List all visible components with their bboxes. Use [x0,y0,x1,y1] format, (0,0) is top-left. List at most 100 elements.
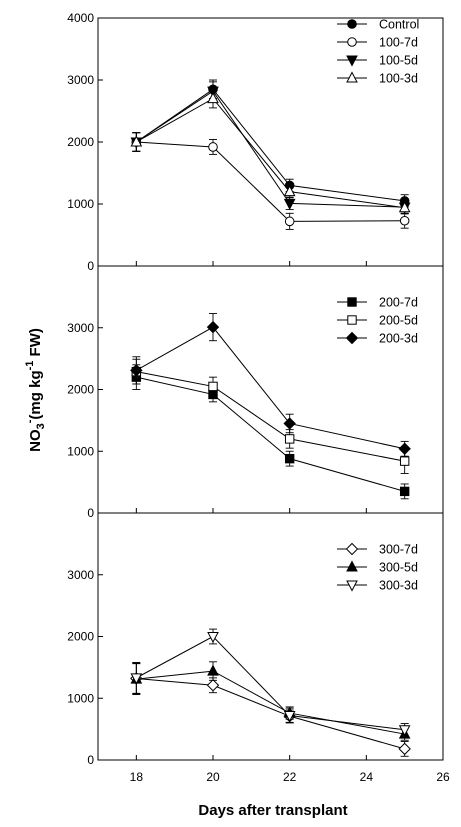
legend-entry: 200-5d [337,314,418,328]
legend-marker [345,542,359,556]
legend-label: 100-5d [379,54,418,68]
series-300-7d [130,662,411,757]
legend-label: 200-3d [379,332,418,346]
x-tick-label: 20 [206,770,220,784]
x-axis-title: Days after transplant [198,802,347,819]
legend-label: 200-7d [379,296,418,310]
legend-marker [345,331,359,345]
data-point [284,434,295,444]
data-point [130,673,143,685]
legend-entry: Control [337,18,419,32]
data-point [398,742,411,756]
legend-marker [347,315,357,325]
legend-entry: 100-3d [337,71,418,86]
y-tick-label: 4000 [67,11,94,25]
data-point [207,92,219,104]
series-line [136,635,405,731]
legend-label: 300-3d [379,579,418,593]
y-tick-label: 3000 [67,568,94,582]
series-line [136,677,405,750]
data-point [398,442,411,455]
series-Control [131,79,410,208]
y-tick-label: 1000 [67,444,94,458]
series-100-3d [130,88,411,215]
x-tick-label: 18 [130,770,144,784]
panel-3: 0 1000 2000 3000 18 20 22 24 26 300-7d 300-5d 300-3… [67,512,450,784]
legend-label: 300-5d [379,561,418,575]
data-point [283,185,296,197]
data-point [399,456,410,466]
legend-marker [347,297,357,307]
data-point [130,135,143,147]
series-line [136,90,405,208]
legend-marker [347,19,357,29]
y-title-sub: 3 [35,423,47,429]
series-line [136,670,405,735]
series-line [136,376,405,492]
series-300-3d [130,628,411,737]
series-100-7d [131,132,410,230]
data-point [283,198,296,210]
legend-entry: 300-3d [337,579,418,593]
series-line [136,97,405,209]
panel-2: 0 1000 2000 3000 200-7d 200-5d 200-3d [67,265,444,520]
data-point [398,725,411,737]
legend-entry: 100-7d [337,36,418,50]
legend-marker [346,560,358,572]
data-point [284,453,295,464]
y-tick-label: 2000 [67,135,94,149]
data-point [206,320,220,334]
data-point [283,417,296,430]
legend-entry: 200-7d [337,296,418,310]
series-line [136,326,405,450]
x-tick-label: 26 [436,770,450,784]
legend-entry: 300-7d [337,543,418,557]
legend-label: 200-5d [379,314,418,328]
legend-marker [346,55,358,67]
legend-entry: 200-3d [337,332,418,346]
y-title-sup: -1 [24,361,36,371]
series-200-3d [130,313,411,457]
data-point [130,364,143,377]
y-axis-title: NO3-(mg kg-1 FW) [24,328,47,452]
legend-marker [346,580,358,592]
series-200-5d [131,358,410,474]
legend-marker [347,37,357,47]
legend-entry: 300-5d [337,560,418,575]
series-100-5d [130,81,411,214]
y-tick-label: 0 [87,753,94,767]
legend-entry: 100-5d [337,54,418,68]
data-point [206,679,220,692]
y-title-paren: (mg kg [27,370,44,419]
data-point [399,215,410,226]
y-tick-label: 2000 [67,630,94,644]
y-title-main: NO [27,429,44,452]
legend-label: 300-7d [379,543,418,557]
y-tick-label: 2000 [67,383,94,397]
data-point [398,201,411,213]
legend-label: Control [379,18,419,32]
y-tick-label: 1000 [67,691,94,705]
x-tick-label: 22 [283,770,297,784]
y-tick-label: 0 [87,506,94,520]
legend-label: 100-3d [379,72,418,86]
y-tick-label: 1000 [67,197,94,211]
y-tick-label: 3000 [67,321,94,335]
data-point [284,216,295,227]
x-tick-label: 24 [360,770,374,784]
data-point [283,711,296,723]
series-200-7d [131,364,410,500]
data-point [399,486,410,497]
y-tick-label: 3000 [67,73,94,87]
legend-marker [346,71,358,83]
legend-label: 100-7d [379,36,418,50]
y-tick-label: 0 [87,259,94,273]
series-line [136,141,405,222]
data-point [208,381,218,392]
series-300-5d [130,661,411,741]
y-title-tail: FW) [27,328,44,360]
data-point [208,142,218,152]
panel-1: 0 1000 2000 3000 4000 Control 100-7d 100-5d 100-… [67,11,444,273]
data-point [207,664,219,676]
